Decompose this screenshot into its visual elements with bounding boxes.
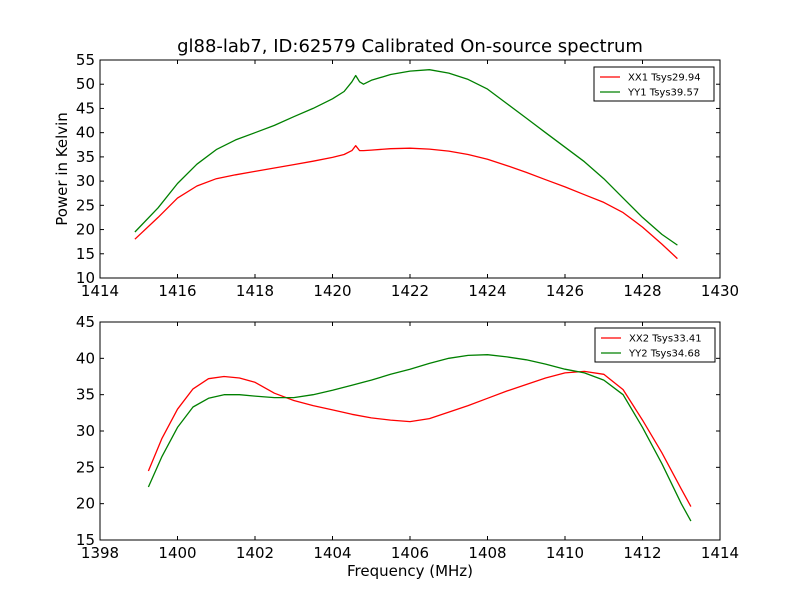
x-tick-label: 1406: [391, 544, 429, 562]
x-axis-label: Frequency (MHz): [347, 562, 473, 580]
bottom-spectrum-panel: 1398 1400 1402 1404 1406 1408 1410 1412 1414 15 20…: [76, 313, 739, 562]
chart-title: gl88-lab7, ID:62579 Calibrated On-source…: [177, 36, 643, 57]
x-tick-label: 1424: [468, 282, 506, 300]
x-tick-label: 1420: [313, 282, 351, 300]
y-tick-label: 40: [76, 124, 95, 142]
legend-label: YY1 Tsys39.57: [627, 88, 699, 99]
y-tick-label: 25: [76, 196, 95, 214]
x-tick-label: 1426: [546, 282, 584, 300]
y-tick-label: 40: [76, 349, 95, 367]
series-line-xx2: [147, 370, 692, 507]
x-tick-label: 1410: [546, 544, 584, 562]
legend: XX2 Tsys33.41 YY2 Tsys34.68: [594, 327, 716, 363]
series-line-yy2: [147, 354, 692, 522]
x-tick-label: 1428: [623, 282, 661, 300]
legend-label: XX1 Tsys29.94: [628, 73, 701, 84]
y-tick-label: 45: [76, 99, 95, 117]
x-tick-label: 1416: [158, 282, 196, 300]
legend-box: [593, 66, 715, 102]
y-tick-label: 55: [76, 51, 95, 69]
y-tick-label: 50: [76, 75, 95, 93]
series-line-xx1: [134, 145, 678, 260]
series-line-yy1: [134, 69, 678, 246]
y-tick-label: 35: [76, 386, 95, 404]
x-tick-label: 1430: [701, 282, 739, 300]
x-tick-label: 1414: [81, 282, 119, 300]
legend: XX1 Tsys29.94 YY1 Tsys39.57: [593, 66, 715, 102]
top-spectrum-panel: 1414 1416 1418 1420 1422 1424 1426 1428 1430 10 15…: [76, 51, 739, 300]
y-tick-label: 20: [76, 221, 95, 239]
y-tick-label: 15: [76, 245, 95, 263]
x-tick-label: 1412: [623, 544, 661, 562]
x-tick-label: 1414: [701, 544, 739, 562]
y-tick-label: 30: [76, 422, 95, 440]
y-tick-label: 30: [76, 172, 95, 190]
y-tick-label: 10: [76, 269, 95, 287]
y-tick-label: 20: [76, 495, 95, 513]
legend-label: YY2 Tsys34.68: [628, 349, 700, 360]
x-tick-label: 1422: [391, 282, 429, 300]
x-tick-label: 1402: [236, 544, 274, 562]
y-tick-label: 45: [76, 313, 95, 331]
legend-box: [594, 327, 716, 363]
x-tick-label: 1404: [313, 544, 351, 562]
y-tick-label: 15: [76, 531, 95, 549]
x-tick-label: 1408: [468, 544, 506, 562]
y-tick-label: 25: [76, 458, 95, 476]
y-tick-label: 35: [76, 148, 95, 166]
legend-label: XX2 Tsys33.41: [629, 334, 702, 345]
x-tick-label: 1398: [81, 544, 119, 562]
x-tick-label: 1400: [158, 544, 196, 562]
x-tick-label: 1418: [236, 282, 274, 300]
y-axis-label: Power in Kelvin: [53, 112, 71, 226]
